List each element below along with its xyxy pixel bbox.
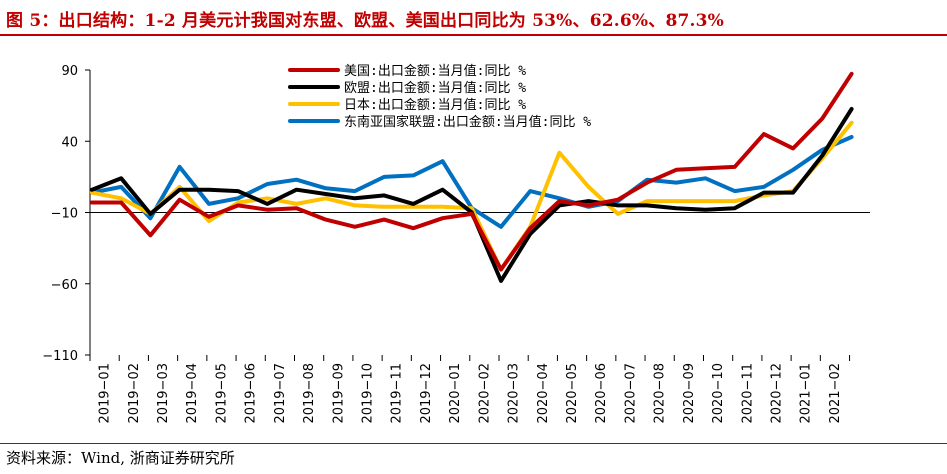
figure-title: 图 5：出口结构：1-2 月美元计我国对东盟、欧盟、美国出口同比为 53%、62… — [6, 11, 725, 31]
source-rule — [0, 443, 947, 444]
line-chart: 90 40 −10 −60 −110 2019−01 2019−02 2019−03 2019−… — [42, 63, 870, 424]
chart-axes: 90 40 −10 −60 −110 2019−01 2019−02 2019−03 2019−… — [42, 64, 870, 424]
y-tick-label: 90 — [61, 64, 78, 79]
legend-label-3: 东南亚国家联盟:出口金额:当月值:同比 % — [344, 114, 591, 130]
x-tick-label: 2020−01 — [448, 363, 463, 424]
series-line-2 — [90, 120, 854, 272]
x-tick-label: 2020−11 — [740, 363, 755, 424]
x-tick-label: 2020−03 — [507, 363, 522, 424]
x-tick-label: 2019−07 — [273, 363, 288, 424]
x-tick-label: 2020−07 — [623, 363, 638, 424]
x-tick-label: 2019−06 — [244, 363, 259, 424]
y-tick-label: −60 — [51, 278, 78, 293]
x-tick-label: 2019−12 — [419, 363, 434, 424]
x-tick-label: 2019−11 — [390, 363, 405, 424]
x-tick-label: 2019−01 — [98, 363, 113, 424]
legend-label-0: 美国:出口金额:当月值:同比 % — [344, 63, 526, 79]
chart-series-lines — [90, 71, 854, 283]
x-tick-label: 2019−10 — [361, 363, 376, 424]
x-tick-label: 2021−01 — [799, 363, 814, 424]
x-tick-label: 2019−05 — [214, 363, 229, 424]
y-tick-label: −10 — [51, 207, 78, 222]
y-tick-label: 40 — [61, 135, 78, 150]
x-tick-label: 2020−05 — [565, 363, 580, 424]
chart-legend: 美国:出口金额:当月值:同比 %欧盟:出口金额:当月值:同比 %日本:出口金额:… — [288, 63, 591, 130]
title-rule — [0, 34, 947, 36]
series-line-0 — [90, 71, 854, 272]
x-tick-label: 2019−04 — [185, 363, 200, 424]
x-tick-label: 2019−08 — [302, 363, 317, 424]
y-tick-label: −110 — [42, 349, 78, 364]
x-tick-label: 2020−09 — [682, 363, 697, 424]
x-tick-label: 2019−03 — [156, 363, 171, 424]
x-tick-label: 2020−12 — [770, 363, 785, 424]
x-tick-label: 2020−02 — [477, 363, 492, 424]
source-note: 资料来源：Wind, 浙商证券研究所 — [6, 449, 235, 467]
x-tick-label: 2021−02 — [828, 363, 843, 424]
x-tick-label: 2020−06 — [594, 363, 609, 424]
series-line-1 — [90, 107, 854, 283]
x-tick-label: 2020−10 — [711, 363, 726, 424]
legend-label-2: 日本:出口金额:当月值:同比 % — [344, 97, 526, 113]
x-tick-label: 2020−08 — [653, 363, 668, 424]
x-tick-label: 2020−04 — [536, 363, 551, 424]
x-tick-label: 2019−09 — [331, 363, 346, 424]
x-tick-label: 2019−02 — [127, 363, 142, 424]
legend-label-1: 欧盟:出口金额:当月值:同比 % — [344, 80, 526, 96]
